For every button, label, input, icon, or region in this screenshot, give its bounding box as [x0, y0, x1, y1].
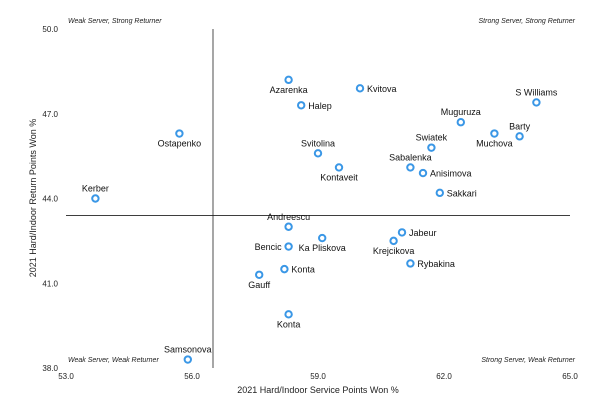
point-label: Kerber — [82, 184, 109, 194]
data-point: Samsonova — [164, 345, 212, 364]
data-point: Krejcikova — [373, 236, 415, 256]
point-label: Muchova — [476, 139, 513, 149]
point-marker — [284, 310, 293, 319]
point-marker — [255, 270, 264, 279]
point-marker — [91, 194, 100, 203]
data-point: Anisimova — [418, 168, 472, 179]
data-point: Konta — [280, 264, 315, 275]
data-point: Ostapenko — [158, 129, 202, 149]
quadrant-label-top-right: Strong Server, Strong Returner — [479, 18, 576, 25]
data-point: Barty — [509, 121, 531, 141]
data-point: Bencic — [255, 242, 293, 252]
point-marker — [318, 233, 327, 243]
data-point: Svitolina — [301, 138, 335, 158]
point-label: Ka Pliskova — [299, 243, 346, 253]
data-point: Sakkari — [435, 188, 477, 198]
data-point: Sabalenka — [389, 152, 432, 172]
point-marker — [284, 242, 293, 251]
point-label: Konta — [277, 319, 301, 329]
x-axis-title: 2021 Hard/Indoor Service Points Won % — [237, 385, 398, 395]
point-label: Samsonova — [164, 345, 212, 355]
data-point: Gauff — [248, 270, 271, 290]
point-marker — [280, 264, 289, 274]
x-tick-label: 59.0 — [310, 372, 326, 381]
point-marker — [490, 129, 499, 138]
point-marker — [334, 163, 344, 172]
x-tick-label: 53.0 — [58, 372, 74, 381]
data-point: Muguruza — [441, 107, 481, 127]
point-label: Bencic — [255, 242, 283, 252]
point-marker — [532, 98, 541, 107]
data-point: Kerber — [82, 184, 109, 203]
point-marker — [435, 188, 444, 198]
data-point: Kontaveit — [320, 163, 358, 182]
data-point: Halep — [297, 101, 332, 111]
point-label: Muguruza — [441, 107, 481, 117]
point-marker — [313, 149, 323, 158]
data-point: Rybakina — [406, 259, 455, 269]
y-axis-title: 2021 Hard/Indoor Return Points Won % — [28, 119, 38, 277]
y-tick-label: 38.0 — [42, 364, 58, 373]
point-label: Rybakina — [417, 259, 455, 269]
point-marker — [515, 132, 524, 141]
point-label: Swiatek — [416, 133, 448, 143]
point-label: Sakkari — [447, 188, 477, 198]
point-label: Jabeur — [409, 228, 437, 238]
quadrant-label-bottom-left: Weak Server, Weak Returner — [68, 357, 159, 364]
point-marker — [297, 101, 306, 110]
y-tick-label: 47.0 — [42, 110, 58, 119]
point-label: S Williams — [515, 87, 557, 97]
point-marker — [427, 143, 436, 152]
x-tick-label: 56.0 — [184, 372, 200, 381]
x-tick-label: 62.0 — [436, 372, 452, 381]
point-label: Sabalenka — [389, 152, 432, 162]
point-label: Kvitova — [367, 84, 397, 94]
y-tick-label: 41.0 — [42, 279, 58, 288]
point-label: Krejcikova — [373, 246, 415, 256]
quadrant-label-top-left: Weak Server, Strong Returner — [68, 18, 162, 25]
point-label: Andreescu — [267, 212, 310, 222]
point-label: Kontaveit — [320, 172, 358, 182]
point-label: Ostapenko — [158, 139, 202, 149]
data-point: Muchova — [476, 129, 513, 149]
data-point: Kvitova — [355, 84, 397, 94]
x-tick-label: 65.0 — [562, 372, 578, 381]
point-label: Barty — [509, 121, 531, 131]
y-tick-label: 44.0 — [42, 195, 58, 204]
point-marker — [284, 75, 293, 85]
point-label: Azarenka — [270, 85, 308, 95]
point-marker — [397, 228, 407, 237]
data-point: Swiatek — [416, 133, 448, 152]
point-marker — [284, 222, 293, 231]
data-point: Andreescu — [267, 212, 310, 231]
point-label: Konta — [291, 265, 315, 275]
point-marker — [183, 355, 193, 364]
point-label: Svitolina — [301, 138, 335, 148]
data-point: S Williams — [515, 87, 558, 107]
quadrant-label-bottom-right: Strong Server, Weak Returner — [481, 357, 575, 364]
data-point: Jabeur — [397, 228, 437, 238]
point-marker — [406, 163, 415, 172]
point-marker — [355, 84, 365, 93]
point-marker — [389, 236, 398, 246]
data-point: Azarenka — [270, 75, 308, 95]
point-marker — [456, 118, 465, 127]
point-label: Anisimova — [430, 169, 472, 179]
data-point: Ka Pliskova — [299, 233, 346, 253]
point-marker — [418, 168, 428, 178]
data-point: Konta — [277, 310, 301, 329]
point-label: Halep — [308, 101, 332, 111]
point-marker — [175, 129, 184, 138]
point-label: Gauff — [248, 280, 270, 290]
y-tick-label: 50.0 — [42, 25, 58, 34]
point-marker — [406, 259, 415, 268]
